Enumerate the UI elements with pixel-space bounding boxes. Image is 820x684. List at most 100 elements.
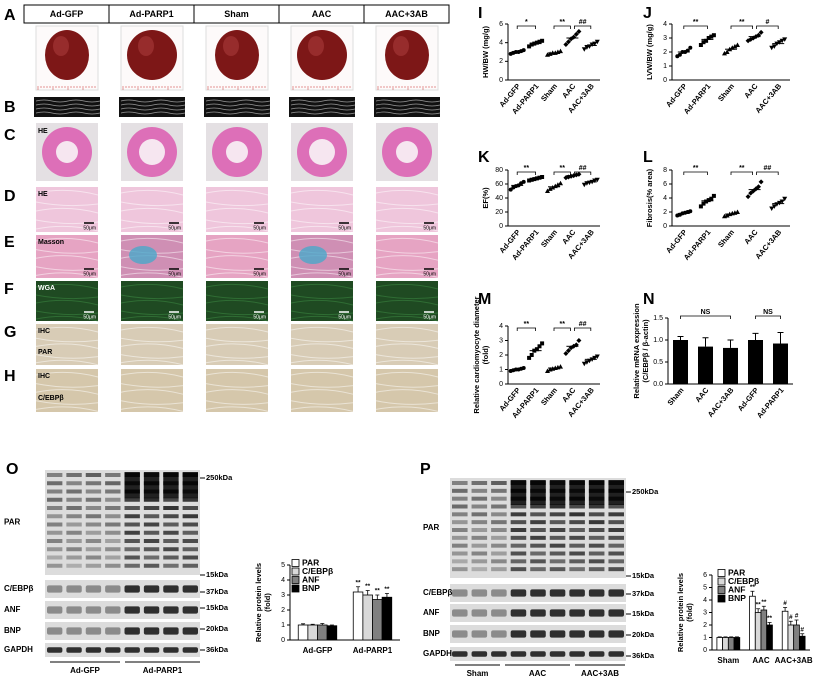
- blot-band: [105, 647, 121, 653]
- tissue-fiber: [35, 201, 99, 207]
- blot-band: [85, 497, 102, 502]
- tissue-fiber: [375, 237, 439, 244]
- tissue-fiber: [290, 337, 354, 343]
- tissue-fiber: [35, 283, 99, 290]
- blot-band: [105, 539, 121, 543]
- heart: [385, 30, 429, 80]
- size-marker: 20kDa: [632, 630, 655, 639]
- blot-band: [47, 481, 63, 486]
- size-marker: 15kDa: [632, 609, 655, 618]
- y-tick-label: 1: [281, 622, 285, 629]
- blot-band: [510, 609, 527, 617]
- tissue-fiber: [120, 359, 184, 366]
- blot-band: [491, 609, 507, 617]
- blot-band: [182, 530, 198, 535]
- blot-band: [66, 530, 82, 535]
- blot-band: [588, 504, 605, 509]
- tissue-fiber: [205, 237, 269, 244]
- blot-band: [66, 606, 82, 614]
- scale-bar-label: 50μm: [83, 225, 96, 231]
- data-point: [779, 199, 785, 204]
- data-point: [563, 42, 569, 48]
- tissue-fiber: [35, 237, 99, 244]
- y-tick-label: 1.0: [653, 337, 663, 344]
- blot-label: ANF: [423, 608, 440, 617]
- echo-trace: [375, 99, 441, 103]
- blot-band: [47, 522, 63, 527]
- tissue-fiber: [120, 343, 184, 349]
- y-tick-label: 0: [663, 223, 667, 230]
- blot-band: [105, 497, 121, 502]
- panel-letter: P: [420, 461, 431, 478]
- error-bar: [750, 590, 755, 597]
- blot-band: [105, 555, 121, 560]
- error-bar: [767, 622, 772, 625]
- bar: [773, 343, 788, 384]
- significance-bracket: [516, 171, 536, 175]
- blot-band: [608, 528, 624, 532]
- tissue-fiber: [290, 359, 354, 366]
- tissue-fiber: [375, 255, 439, 261]
- blot-band: [66, 585, 82, 593]
- data-point: [735, 42, 740, 47]
- legend-label: ANF: [728, 584, 745, 594]
- tissue-fiber: [205, 207, 269, 214]
- significance-label: **: [524, 321, 530, 328]
- data-point: [576, 338, 582, 343]
- data-point: [701, 40, 706, 45]
- tissue-fiber: [205, 225, 269, 232]
- significance-bracket: [756, 25, 779, 29]
- blot-band: [85, 563, 102, 568]
- blot-band: [608, 567, 624, 572]
- blot-band: [471, 551, 488, 556]
- y-tick-label: 60: [495, 181, 503, 188]
- data-point: [758, 179, 764, 185]
- blot-band: [452, 528, 468, 532]
- data-point: [706, 198, 711, 203]
- bar: [754, 612, 762, 651]
- error-bar: [783, 607, 788, 612]
- blot-band: [569, 504, 585, 509]
- blot-band: [66, 514, 82, 519]
- data-point: [587, 358, 592, 364]
- blot-label: BNP: [4, 626, 22, 635]
- data-point: [704, 199, 709, 204]
- panel-letter: L: [643, 149, 653, 166]
- blot-band: [47, 497, 63, 502]
- blot-band: [608, 543, 624, 548]
- blot-band: [85, 585, 102, 593]
- blot-band: [124, 497, 140, 502]
- blot-strip: [45, 601, 200, 619]
- data-point: [779, 38, 785, 44]
- blot-band: [85, 606, 102, 614]
- tissue-fiber: [205, 299, 269, 306]
- tissue-fiber: [120, 237, 184, 244]
- data-point: [576, 28, 582, 34]
- bar: [352, 591, 364, 641]
- error-bar: [734, 636, 739, 638]
- size-marker: 15kDa: [206, 603, 229, 612]
- significance-label: **: [761, 599, 767, 606]
- row-label: IHC: [38, 328, 50, 335]
- legend-swatch: [717, 577, 726, 586]
- y-tick-label: 4: [281, 577, 285, 584]
- blot-band: [105, 563, 121, 568]
- blot-band: [47, 506, 63, 510]
- blot-band: [530, 512, 546, 517]
- blot-band: [124, 506, 140, 510]
- blot-band: [569, 559, 585, 564]
- tissue-fiber: [290, 406, 354, 412]
- tissue-fiber: [120, 310, 184, 316]
- significance-bracket: [730, 171, 753, 175]
- y-axis-label: Relative cardiomyocyte diameter: [472, 296, 481, 413]
- tissue-fiber: [290, 400, 354, 405]
- blot-band: [182, 647, 198, 653]
- tissue-fiber: [35, 389, 99, 395]
- significance-label: **: [739, 165, 745, 172]
- row-label: Masson: [38, 239, 64, 246]
- error-bar: [729, 636, 734, 638]
- blot-band: [47, 473, 63, 477]
- tissue-fiber: [375, 207, 439, 214]
- data-point: [594, 354, 600, 359]
- data-point: [711, 193, 716, 198]
